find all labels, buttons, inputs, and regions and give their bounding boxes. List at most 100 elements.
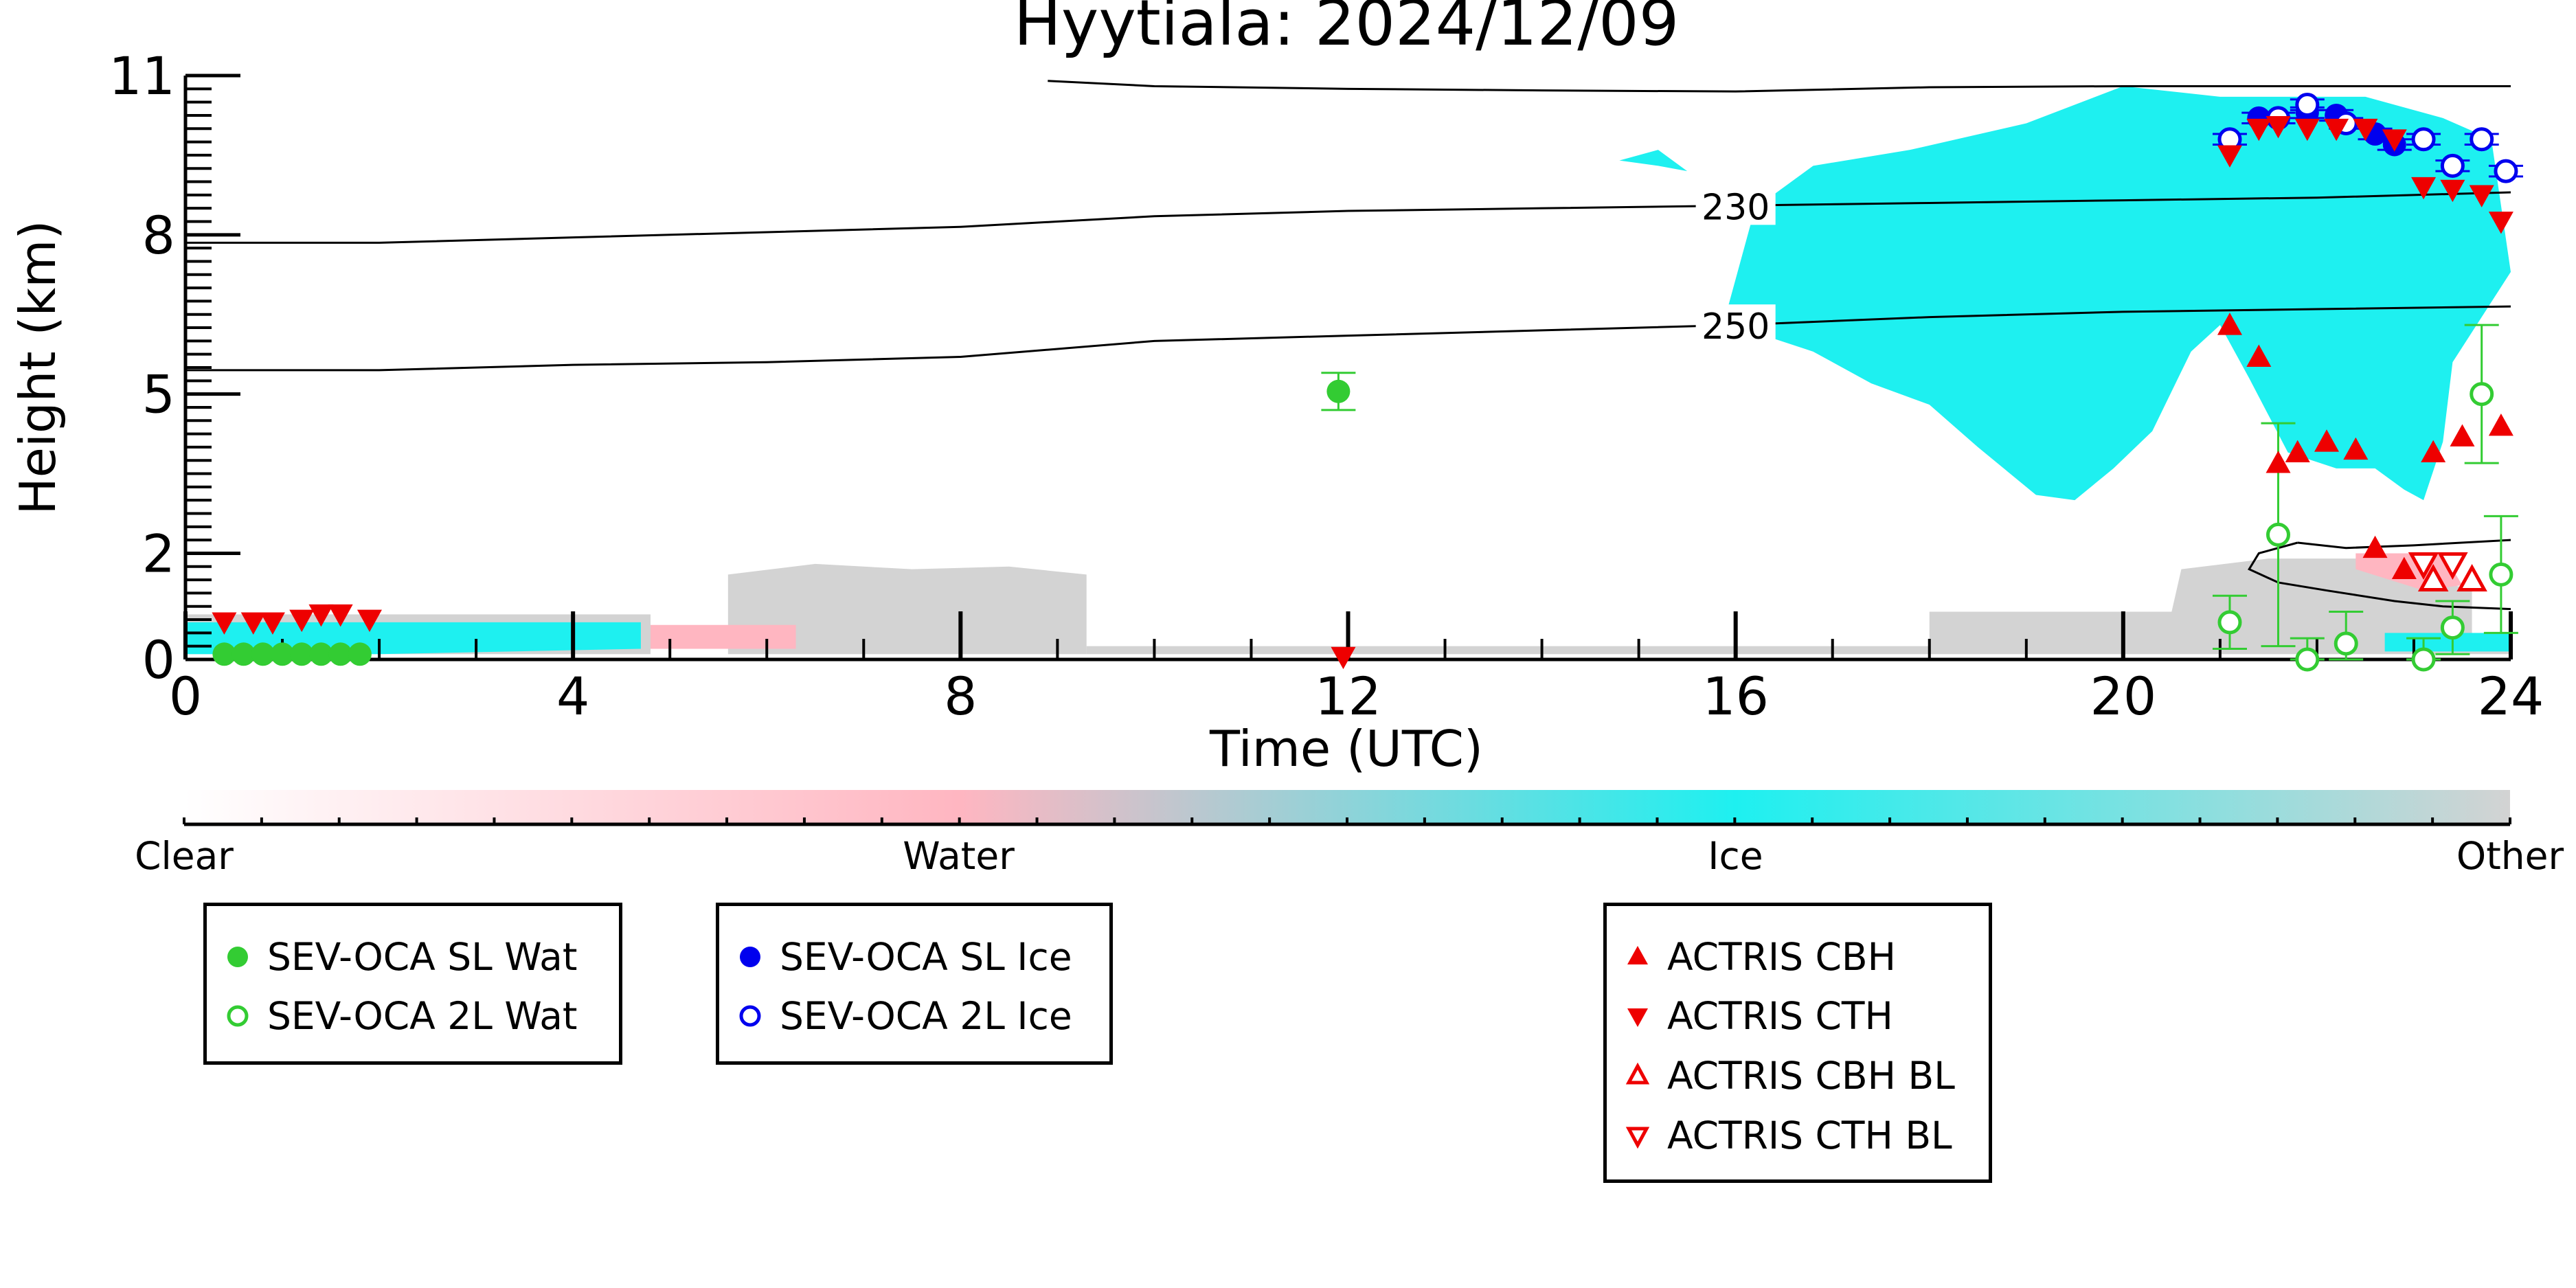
colorbar-label: Other: [2456, 834, 2564, 878]
legend-item: ACTRIS CTH: [1620, 988, 1893, 1043]
data-point: [212, 642, 236, 666]
x-tick-label: 4: [556, 666, 589, 727]
legend-label: ACTRIS CTH: [1667, 994, 1893, 1038]
data-point: [2324, 118, 2349, 142]
x-tick-label: 0: [169, 666, 202, 727]
data-point: [2217, 313, 2242, 335]
legend-item: SEV-OCA SL Ice: [733, 929, 1072, 984]
x-tick-label: 12: [1315, 666, 1381, 727]
legend-label: ACTRIS CBH BL: [1667, 1054, 1955, 1098]
colorbar-label: Clear: [135, 834, 234, 878]
contour-line: [1048, 80, 2511, 93]
legend-item: SEV-OCA SL Wat: [221, 929, 577, 984]
data-point: [290, 642, 314, 666]
data-point: [231, 642, 256, 666]
data-point: [2450, 424, 2475, 447]
data-point: [308, 604, 334, 627]
data-point: [1326, 379, 1351, 403]
x-tick-label: 24: [2478, 666, 2544, 727]
x-tick-label: 20: [2090, 666, 2156, 727]
data-point: [2417, 563, 2449, 591]
data-point: [2411, 647, 2436, 672]
legend-label: ACTRIS CBH: [1667, 935, 1896, 979]
data-point: [2217, 145, 2242, 168]
x-tick-label: 16: [1702, 666, 1769, 727]
colorbar-label: Ice: [1708, 834, 1763, 878]
data-point: [2334, 631, 2358, 656]
legend-item: ACTRIS CBH BL: [1620, 1048, 1955, 1103]
data-point: [2489, 562, 2513, 587]
y-tick-label: 8: [142, 205, 175, 266]
y-axis-label: Height (km): [9, 221, 67, 515]
data-point: [1331, 646, 1356, 670]
contour-line: [2297, 539, 2511, 550]
data-point: [2437, 552, 2468, 580]
data-point: [2456, 563, 2487, 591]
data-point: [240, 612, 266, 635]
legend-label: ACTRIS CTH BL: [1667, 1114, 1952, 1157]
data-point: [328, 604, 353, 627]
contour-label-bg: [1695, 185, 1776, 225]
circle-filled-icon: [227, 947, 248, 967]
data-point: [251, 642, 275, 666]
data-point: [2488, 212, 2513, 234]
triangle-up-open-icon: [1625, 1062, 1650, 1085]
y-tick-label: 2: [142, 523, 175, 584]
legend-actris: ACTRIS CBH ACTRIS CTH ACTRIS CBH BL ACTR…: [1603, 903, 1992, 1183]
legend-item: ACTRIS CTH BL: [1620, 1108, 1952, 1163]
data-point: [2469, 185, 2494, 207]
region-ice: [1726, 86, 2511, 501]
data-point: [2408, 552, 2439, 580]
data-point: [2362, 535, 2388, 558]
data-point: [348, 642, 372, 666]
triangle-up-filled-icon: [1627, 946, 1648, 964]
data-point: [2421, 440, 2446, 463]
data-point: [2285, 440, 2310, 463]
legend-label: SEV-OCA 2L Ice: [780, 994, 1072, 1038]
legend-water: SEV-OCA SL Wat SEV-OCA 2L Wat: [203, 903, 622, 1065]
data-point: [289, 609, 315, 633]
data-point: [2314, 429, 2340, 452]
region-water: [651, 624, 796, 649]
data-point: [260, 612, 285, 635]
data-point: [2494, 159, 2518, 183]
data-point: [2440, 179, 2465, 203]
data-point: [2266, 116, 2291, 139]
data-point: [2411, 177, 2437, 200]
triangle-down-open-icon: [1625, 1127, 1650, 1149]
y-tick-label: 5: [142, 364, 175, 425]
data-point: [2343, 437, 2369, 460]
legend-item: SEV-OCA 2L Ice: [733, 988, 1072, 1043]
legend-label: SEV-OCA SL Wat: [267, 935, 578, 979]
data-point: [2294, 118, 2320, 142]
legend-item: SEV-OCA 2L Wat: [221, 988, 578, 1043]
data-point: [2411, 127, 2436, 152]
circle-open-icon: [739, 1005, 761, 1027]
data-point: [2246, 344, 2272, 367]
x-axis-label: Time (UTC): [1209, 720, 1483, 778]
data-point: [2488, 414, 2513, 436]
legend-label: SEV-OCA SL Ice: [780, 935, 1072, 979]
triangle-down-filled-icon: [1627, 1008, 1648, 1027]
region-ice: [1619, 150, 1688, 172]
legend-label: SEV-OCA 2L Wat: [267, 994, 578, 1038]
legend-ice: SEV-OCA SL Ice SEV-OCA 2L Ice: [716, 903, 1113, 1065]
data-point: [2217, 610, 2242, 635]
data-point: [2382, 129, 2407, 152]
region-other: [727, 563, 1087, 655]
contour-line: [2248, 541, 2511, 611]
colorbar-label: Water: [903, 834, 1015, 878]
circle-open-icon: [227, 1005, 249, 1027]
contour-label: 250: [1702, 306, 1770, 348]
contour-label: 230: [1702, 187, 1770, 228]
data-point: [2266, 451, 2291, 473]
y-tick-label: 0: [142, 629, 175, 690]
circle-filled-icon: [740, 947, 760, 967]
data-point: [2295, 93, 2320, 117]
contour-label-bg: [1695, 304, 1776, 345]
data-point: [2391, 556, 2417, 580]
data-point: [2353, 118, 2378, 142]
data-point: [2440, 153, 2465, 178]
data-point: [328, 642, 352, 666]
